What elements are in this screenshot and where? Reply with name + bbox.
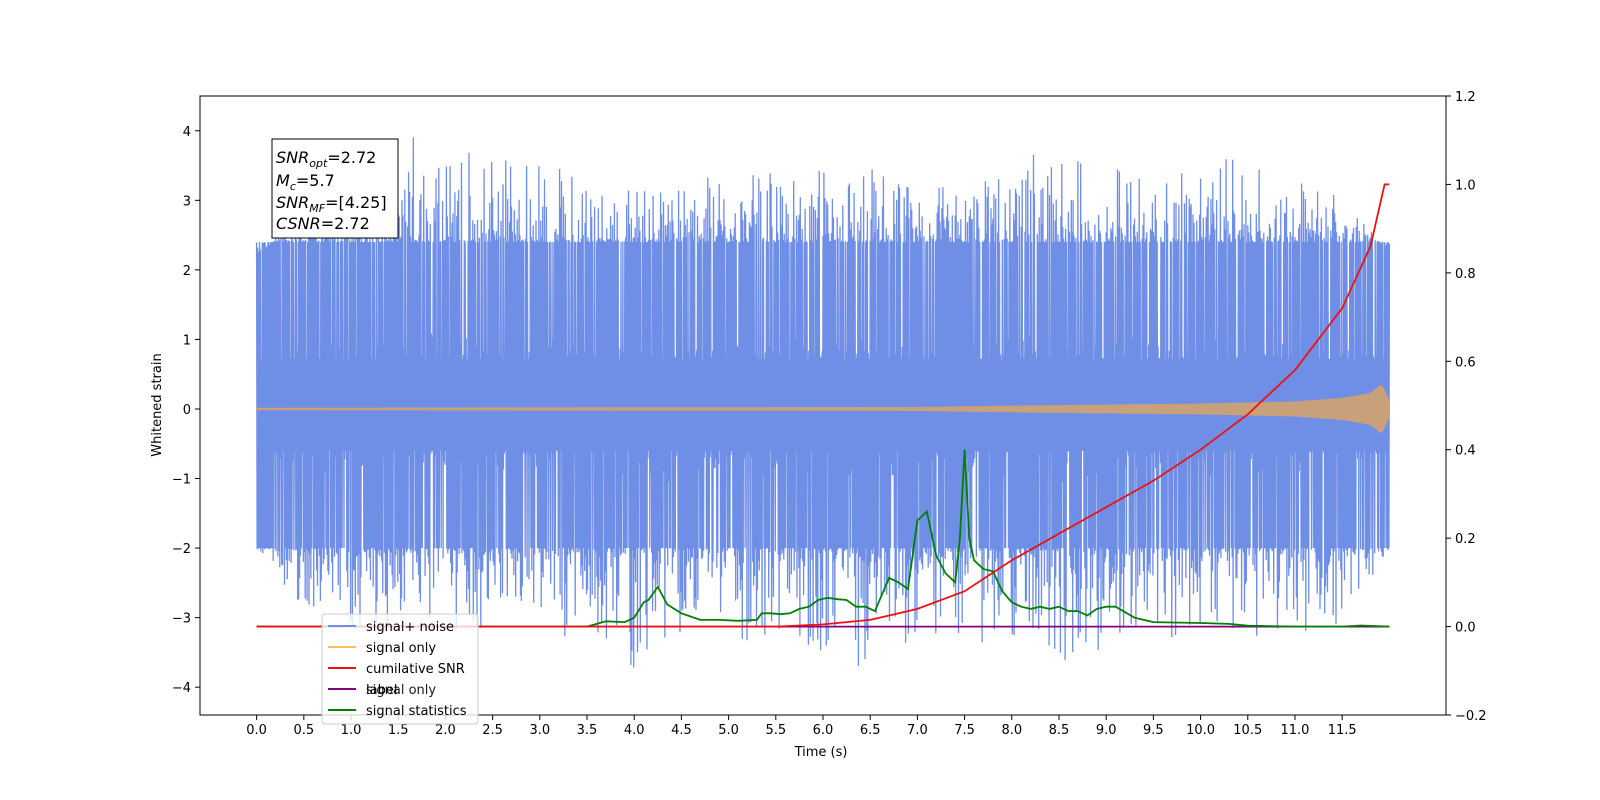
snr-opt-sub: opt — [309, 157, 328, 170]
csnr-base: CSNR — [276, 214, 321, 233]
legend-label-label-overlay: label — [366, 683, 397, 698]
mc-text: Mc=5.7 — [276, 171, 335, 193]
legend: signal+ noise signal only cumilative SNR si… — [321, 613, 479, 725]
x-tick-label: 5.5 — [765, 723, 786, 738]
x-tick-label: 5.0 — [718, 723, 739, 738]
y2-tick-label: 0.6 — [1455, 355, 1476, 370]
y-tick-label: −3 — [172, 612, 191, 627]
x-tick-label: 8.0 — [1001, 723, 1022, 738]
x-tick-label: 1.0 — [341, 723, 362, 738]
x-tick-label: 6.5 — [860, 723, 881, 738]
x-tick-label: 0.0 — [246, 723, 267, 738]
x-tick-label: 2.5 — [482, 723, 503, 738]
x-tick-label: 11.0 — [1280, 723, 1309, 738]
legend-frame — [321, 613, 479, 725]
legend-label: signal+ noise — [366, 620, 454, 635]
legend-label: signal statistics — [366, 704, 467, 719]
axis-ticks: 0.0 0.5 1.0 1.5 2.0 2.5 3.0 3.5 4.0 4.5 5.0 5.5 6.0 6… — [172, 90, 1487, 738]
x-tick-label: 10.5 — [1233, 723, 1262, 738]
x-tick-label: 8.5 — [1049, 723, 1070, 738]
mc-base: M — [276, 171, 290, 190]
x-tick-label: 2.0 — [435, 723, 456, 738]
y2-tick-label: 0.4 — [1455, 444, 1476, 459]
csnr-text: CSNR=2.72 — [276, 214, 370, 233]
snr-opt-text: SNRopt=2.72 — [276, 148, 376, 170]
series-signal-statistics — [256, 449, 1390, 628]
mc-sub: c — [290, 180, 296, 193]
y-tick-label: 3 — [183, 194, 191, 209]
y-tick-label: −1 — [172, 473, 191, 488]
y2-tick-label: 0.2 — [1455, 532, 1476, 547]
y-tick-label: −4 — [172, 681, 191, 696]
legend-label: cumilative SNR — [366, 662, 465, 677]
x-tick-label: 4.5 — [671, 723, 692, 738]
legend-label: signal only — [366, 641, 436, 656]
y-tick-label: 0 — [183, 403, 191, 418]
x-tick-label: 6.0 — [813, 723, 834, 738]
y2-tick-label: 1.2 — [1455, 90, 1476, 105]
series-signal-only — [256, 384, 1390, 434]
y2-tick-label: 1.0 — [1455, 178, 1476, 193]
y2-tick-label: −0.2 — [1455, 709, 1487, 724]
snr-opt-value: =2.72 — [327, 148, 376, 167]
y-tick-label: 4 — [183, 125, 191, 140]
stats-box: SNRopt=2.72 Mc=5.7 SNRMF=[4.25] CSNR=2.7… — [271, 138, 399, 239]
mc-value: =5.7 — [296, 171, 335, 190]
x-tick-label: 4.0 — [624, 723, 645, 738]
x-tick-label: 10.0 — [1186, 723, 1215, 738]
x-tick-label: 3.5 — [577, 723, 598, 738]
y-axis-label: Whitened strain — [150, 353, 165, 456]
y-tick-label: −2 — [172, 542, 191, 557]
x-tick-label: 0.5 — [293, 723, 314, 738]
series-signal-noise — [255, 137, 1391, 668]
y-tick-label: 2 — [183, 264, 191, 279]
x-tick-label: 1.5 — [388, 723, 409, 738]
overlap-hidden-text: signal only — [366, 683, 436, 698]
snr-mf-text: SNRMF=[4.25] — [276, 193, 387, 215]
snr-mf-value: =[4.25] — [325, 193, 387, 212]
series-cumilative-snr — [256, 183, 1390, 628]
y2-tick-label: 0.0 — [1455, 621, 1476, 636]
snr-mf-sub: MF — [309, 202, 325, 215]
snr-mf-base: SNR — [276, 193, 309, 212]
plot-area — [255, 137, 1391, 668]
x-tick-label: 7.0 — [907, 723, 928, 738]
x-tick-label: 9.5 — [1143, 723, 1164, 738]
x-tick-label: 3.0 — [529, 723, 550, 738]
x-tick-label: 9.0 — [1096, 723, 1117, 738]
x-axis-label: Time (s) — [794, 745, 848, 760]
snr-opt-base: SNR — [276, 148, 309, 167]
stats-box-frame — [271, 138, 399, 239]
y-tick-label: 1 — [183, 333, 191, 348]
y2-tick-label: 0.8 — [1455, 267, 1476, 282]
x-tick-label: 7.5 — [954, 723, 975, 738]
x-tick-label: 11.5 — [1328, 723, 1357, 738]
csnr-value: =2.72 — [321, 214, 370, 233]
